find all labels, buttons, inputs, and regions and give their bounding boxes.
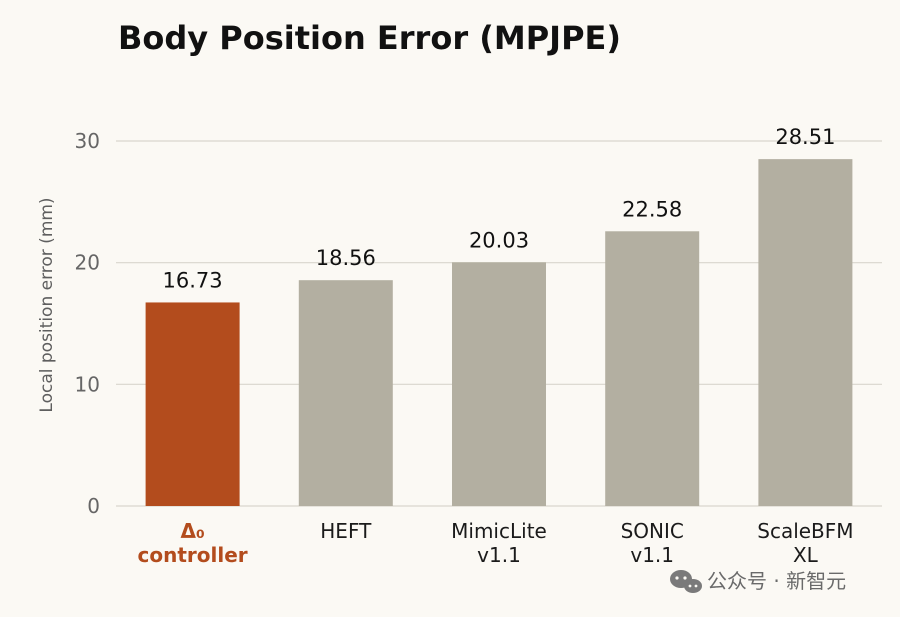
bar: [605, 231, 700, 506]
y-axis-ticks: 0 10 20 30: [75, 129, 100, 518]
x-tick-label: HEFT: [320, 519, 372, 543]
bar: [298, 280, 393, 506]
watermark-text: 公众号 · 新智元: [707, 569, 846, 593]
x-tick-label: controller: [138, 543, 248, 567]
wechat-icon: [670, 570, 702, 593]
data-label: 28.51: [775, 125, 835, 149]
x-tick-label: MimicLite: [451, 519, 547, 543]
y-tick-label: 30: [75, 129, 100, 153]
y-tick-label: 10: [75, 372, 100, 396]
x-tick-label: ScaleBFM: [757, 519, 853, 543]
bar: [145, 302, 240, 506]
y-tick-label: 0: [87, 494, 100, 518]
x-tick-label: v1.1: [630, 543, 674, 567]
x-tick-label: Δ₀: [180, 519, 204, 543]
x-tick-label: XL: [793, 543, 819, 567]
x-tick-label: v1.1: [477, 543, 521, 567]
chart-title: Body Position Error (MPJPE): [118, 19, 621, 57]
data-label: 20.03: [469, 228, 529, 252]
x-tick-label: SONIC: [621, 519, 684, 543]
bar: [452, 262, 546, 506]
watermark: 公众号 · 新智元: [670, 569, 846, 593]
bars-layer: [145, 159, 853, 506]
data-label: 18.56: [316, 246, 376, 270]
data-label: 22.58: [622, 197, 682, 221]
y-tick-label: 20: [75, 251, 100, 275]
bar: [758, 159, 853, 506]
data-label: 16.73: [163, 268, 223, 292]
value-labels-layer: 16.73 18.56 20.03 22.58 28.51: [163, 125, 836, 292]
y-axis-label: Local position error (mm): [37, 197, 57, 412]
